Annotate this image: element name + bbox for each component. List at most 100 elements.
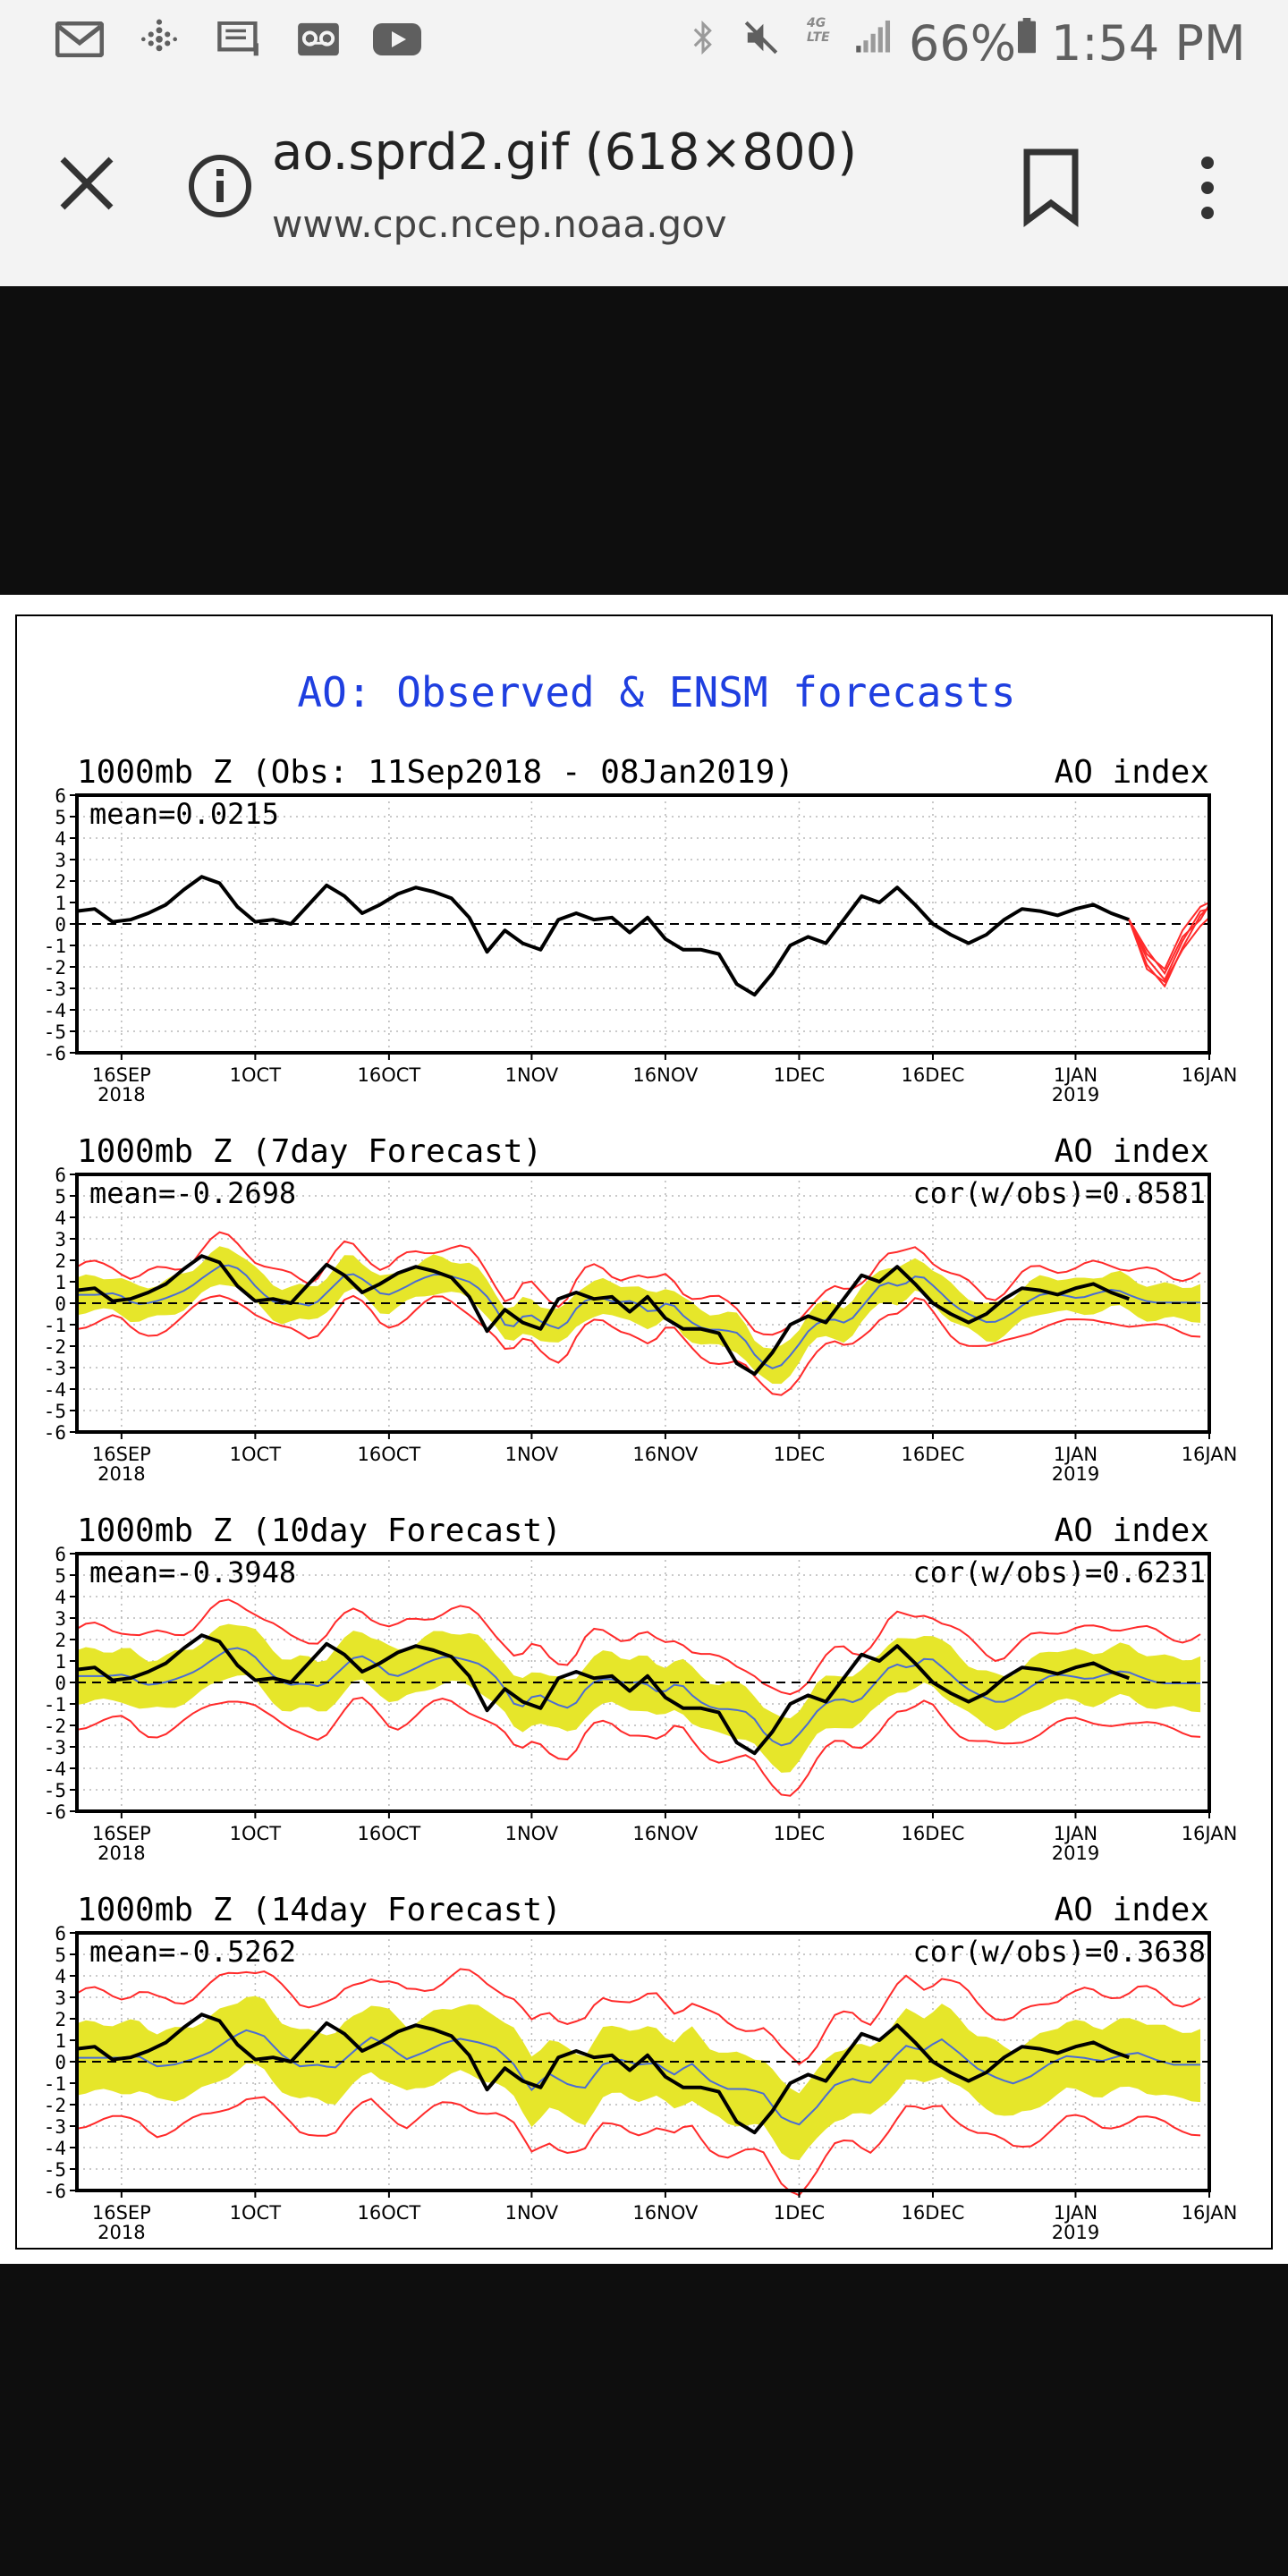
y-tick-label: -4	[44, 2138, 66, 2159]
close-icon[interactable]	[55, 152, 118, 215]
panel-title: 1000mb Z (7day Forecast)	[77, 1133, 542, 1170]
x-tick-label: 1NOV	[505, 1064, 559, 1086]
panel-ylabel: AO index	[1055, 1513, 1209, 1549]
y-tick-label: 1	[55, 893, 66, 914]
y-tick-label: 0	[55, 1293, 66, 1315]
y-tick-label: -6	[44, 1801, 66, 1823]
ensemble-min-line	[76, 1294, 1201, 1396]
x-tick-label: 16OCT	[358, 1064, 421, 1086]
x-tick-label: 16SEP	[92, 1823, 151, 1844]
y-tick-label: 4	[55, 1966, 66, 1987]
network-label: 4G LTE	[807, 16, 830, 45]
y-tick-label: -6	[44, 1043, 66, 1064]
x-tick-label: 16OCT	[358, 1444, 421, 1465]
y-tick-label: -2	[44, 2095, 66, 2116]
x-tick-year: 2019	[1052, 2222, 1099, 2243]
x-tick-year: 2018	[97, 1463, 145, 1485]
fitbit-icon	[141, 19, 177, 52]
page-url[interactable]: www.cpc.ncep.noaa.gov	[272, 202, 727, 246]
x-tick-year: 2019	[1052, 1084, 1099, 1106]
y-tick-label: -4	[44, 1758, 66, 1780]
x-tick-label: 1OCT	[230, 2202, 282, 2224]
x-tick-label: 16JAN	[1182, 1823, 1238, 1844]
y-tick-label: 0	[55, 1673, 66, 1694]
y-tick-label: -3	[44, 1737, 66, 1758]
x-tick-year: 2018	[97, 1843, 145, 1864]
x-tick-label: 1DEC	[774, 1064, 825, 1086]
ensemble-member-line	[1128, 917, 1210, 984]
message-icon	[217, 21, 258, 56]
y-tick-label: 2	[55, 1630, 66, 1651]
y-tick-label: -5	[44, 1021, 66, 1043]
x-tick-label: 16DEC	[902, 1444, 965, 1465]
ensemble-max-line	[76, 1231, 1201, 1336]
x-tick-label: 16NOV	[632, 1064, 699, 1086]
y-tick-label: -2	[44, 1716, 66, 1737]
y-tick-label: -5	[44, 1780, 66, 1801]
x-tick-label: 16NOV	[632, 1444, 699, 1465]
network-icon: 4G LTE	[807, 16, 843, 66]
x-tick-label: 16SEP	[92, 2202, 151, 2224]
x-tick-year: 2018	[97, 1084, 145, 1106]
info-icon[interactable]	[188, 154, 252, 218]
y-tick-label: 4	[55, 1208, 66, 1229]
x-tick-label: 1NOV	[505, 2202, 559, 2224]
panel-ylabel: AO index	[1055, 754, 1209, 791]
y-tick-label: 6	[55, 1923, 66, 1945]
panel-mean-stat: mean=-0.3948	[89, 1555, 296, 1589]
figure-title: AO: Observed & ENSM forecasts	[297, 668, 1015, 716]
chart-panel-4: 1000mb Z (14day Forecast) AO index 6543210…	[44, 1892, 1238, 2243]
y-tick-label: 5	[55, 807, 66, 828]
x-tick-label: 16NOV	[632, 1823, 699, 1844]
bookmark-icon[interactable]	[1020, 148, 1082, 228]
y-tick-label: 1	[55, 2030, 66, 2052]
battery-percent: 66%	[909, 15, 1017, 72]
y-tick-label: 0	[55, 914, 66, 936]
y-tick-label: 0	[55, 2052, 66, 2073]
x-tick-label: 16JAN	[1182, 1444, 1238, 1465]
y-tick-label: 2	[55, 2009, 66, 2030]
mute-icon	[744, 21, 778, 55]
y-tick-label: -4	[44, 1000, 66, 1021]
y-tick-label: 6	[55, 1165, 66, 1186]
ensemble-member-line	[1128, 902, 1210, 971]
page-title: ao.sprd2.gif (618×800)	[272, 123, 858, 182]
x-tick-label: 16NOV	[632, 2202, 699, 2224]
chart-image: AO: Observed & ENSM forecasts 1000mb Z (…	[0, 595, 1288, 2264]
y-tick-label: 3	[55, 1229, 66, 1250]
y-tick-label: -3	[44, 2116, 66, 2138]
ensemble-member-line	[1128, 903, 1210, 976]
y-tick-label: 2	[55, 871, 66, 893]
panel-correlation-stat: cor(w/obs)=0.8581	[912, 1176, 1206, 1210]
y-tick-label: -5	[44, 1401, 66, 1422]
observed-ao-line	[76, 1254, 1130, 1377]
gmail-icon	[55, 21, 104, 57]
panel-correlation-stat: cor(w/obs)=0.6231	[912, 1555, 1206, 1589]
x-tick-label: 1JAN	[1054, 1444, 1097, 1465]
y-tick-label: 3	[55, 1608, 66, 1630]
x-tick-label: 16DEC	[902, 1064, 965, 1086]
observed-ao-line	[76, 2012, 1130, 2135]
x-tick-label: 1NOV	[505, 1444, 559, 1465]
chart-panel-3: 1000mb Z (10day Forecast) AO index 6543210…	[44, 1513, 1238, 1864]
panel-mean-stat: mean=-0.2698	[89, 1176, 296, 1210]
x-tick-label: 16OCT	[358, 2202, 421, 2224]
x-tick-label: 1JAN	[1054, 1064, 1097, 1086]
ensemble-max-line	[76, 1968, 1201, 2065]
ensemble-min-line	[76, 2096, 1201, 2197]
x-tick-label: 1JAN	[1054, 2202, 1097, 2224]
voicemail-icon	[298, 22, 339, 56]
more-vert-icon[interactable]	[1181, 152, 1234, 224]
y-tick-label: -2	[44, 1336, 66, 1358]
y-tick-label: -1	[44, 1694, 66, 1716]
y-tick-label: -1	[44, 936, 66, 957]
y-tick-label: 2	[55, 1250, 66, 1272]
x-tick-label: 16JAN	[1182, 1064, 1238, 1086]
x-tick-label: 16SEP	[92, 1444, 151, 1465]
x-tick-label: 16SEP	[92, 1064, 151, 1086]
y-tick-label: 4	[55, 828, 66, 850]
x-tick-label: 1NOV	[505, 1823, 559, 1844]
y-tick-label: 1	[55, 1651, 66, 1673]
panel-ylabel: AO index	[1055, 1133, 1209, 1170]
y-tick-label: -4	[44, 1379, 66, 1401]
